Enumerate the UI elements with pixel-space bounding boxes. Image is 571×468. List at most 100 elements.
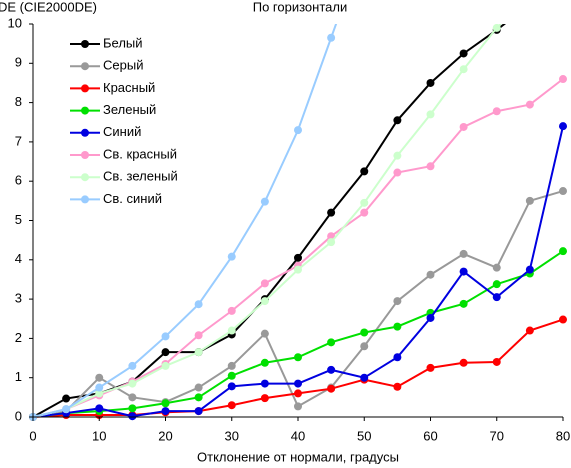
legend-label: Св. зеленый	[103, 169, 178, 184]
data-point	[426, 363, 435, 372]
x-tick-label: 10	[92, 428, 106, 443]
data-point	[393, 116, 402, 125]
y-tick-label: 9	[15, 55, 22, 70]
data-point	[227, 252, 236, 261]
data-point	[360, 342, 369, 351]
data-point	[327, 384, 336, 393]
data-point	[327, 338, 336, 347]
data-point	[492, 357, 501, 366]
y-tick-label: 0	[15, 408, 22, 423]
data-point	[161, 399, 170, 408]
legend-label: Серый	[103, 58, 143, 73]
legend-marker	[81, 151, 89, 159]
legend: Белый Серый Красный Зеленый Синий Св. красный…	[70, 35, 178, 206]
data-point	[459, 358, 468, 367]
data-point	[128, 412, 137, 421]
data-point	[525, 100, 534, 109]
legend-marker	[81, 106, 89, 115]
data-point	[492, 293, 501, 302]
data-point	[128, 361, 137, 370]
y-tick-label: 2	[15, 330, 22, 345]
y-tick-label: 10	[8, 15, 22, 30]
data-point	[525, 196, 534, 205]
data-point	[559, 315, 567, 324]
data-point	[426, 110, 435, 119]
data-point	[525, 326, 534, 335]
data-point	[260, 358, 269, 367]
data-point	[95, 383, 104, 392]
data-point	[426, 78, 435, 87]
data-point	[327, 208, 336, 217]
data-point	[360, 373, 369, 382]
data-point	[526, 0, 534, 8]
data-point	[360, 167, 369, 176]
y-tick-label: 1	[15, 369, 22, 384]
data-point	[95, 389, 104, 398]
data-point	[559, 122, 567, 131]
data-point	[294, 379, 302, 388]
y-tick-label: 5	[15, 212, 22, 227]
data-point	[294, 253, 302, 262]
data-point	[128, 393, 137, 402]
data-point	[161, 332, 170, 341]
data-point	[260, 329, 269, 338]
data-point	[327, 365, 336, 374]
data-point	[128, 379, 137, 388]
data-point	[393, 168, 402, 177]
data-point	[161, 348, 170, 357]
data-point	[62, 394, 71, 403]
data-point	[459, 249, 468, 258]
data-point	[525, 265, 534, 274]
data-point	[360, 208, 369, 217]
data-point	[559, 247, 567, 256]
data-point	[128, 404, 137, 413]
y-tick-label: 6	[15, 173, 22, 188]
data-point	[62, 405, 71, 414]
data-point	[95, 404, 104, 413]
data-point	[227, 306, 236, 315]
data-point	[393, 322, 402, 331]
x-tick-label: 50	[357, 428, 371, 443]
data-point	[194, 348, 203, 357]
x-tick-label: 40	[291, 428, 305, 443]
legend-marker	[81, 40, 89, 48]
data-point	[492, 107, 501, 116]
data-point	[227, 326, 236, 335]
data-point	[161, 361, 170, 370]
x-tick-label: 80	[556, 428, 570, 443]
data-point	[559, 187, 567, 196]
data-point	[559, 75, 567, 84]
chart-title: По горизонтали	[253, 0, 347, 14]
data-point	[194, 383, 203, 392]
legend-marker	[81, 173, 89, 182]
y-tick-label: 8	[15, 94, 22, 109]
y-tick-label: 3	[15, 291, 22, 306]
data-point	[227, 361, 236, 370]
plot-area	[29, 0, 567, 421]
data-point	[260, 297, 269, 306]
x-tick-label: 70	[490, 428, 504, 443]
data-point	[426, 270, 435, 279]
data-point	[459, 267, 468, 276]
legend-label: Св. красный	[103, 146, 177, 161]
data-point	[260, 394, 269, 403]
data-point	[260, 379, 269, 388]
data-point	[393, 151, 402, 160]
data-point	[492, 280, 501, 289]
legend-marker	[81, 195, 89, 204]
data-point	[492, 263, 501, 272]
data-point	[459, 49, 468, 58]
data-point	[360, 198, 369, 207]
data-point	[492, 24, 501, 32]
x-tick-label: 60	[423, 428, 437, 443]
x-tick-label: 30	[225, 428, 239, 443]
data-point	[95, 373, 104, 382]
data-point	[194, 393, 203, 402]
data-point	[426, 313, 435, 322]
data-point	[294, 126, 302, 135]
y-axis-label: DE (CIE2000DE)	[0, 0, 97, 14]
legend-label: Зеленый	[103, 102, 156, 117]
legend-marker	[81, 84, 89, 93]
data-point	[260, 279, 269, 288]
